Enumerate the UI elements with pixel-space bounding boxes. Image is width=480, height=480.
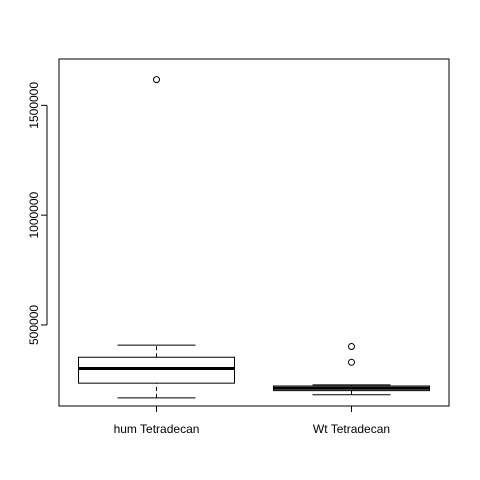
box-group (78, 76, 235, 399)
outlier-point (348, 358, 355, 366)
x-axis: hum Tetradecan Wt Tetradecan (114, 405, 390, 436)
y-tick-label: 1500000 (27, 82, 41, 129)
x-tick-label: Wt Tetradecan (313, 422, 390, 436)
x-tick-label: hum Tetradecan (114, 422, 200, 436)
y-tick-label: 500000 (27, 305, 41, 345)
outlier-point (348, 342, 355, 350)
box-group (273, 342, 430, 396)
y-tick-label: 1000000 (27, 191, 41, 238)
box-iqr (78, 356, 235, 384)
y-axis: 500000 1000000 1500000 (27, 82, 48, 345)
outlier-point (153, 76, 160, 84)
boxplot-series (78, 76, 430, 399)
